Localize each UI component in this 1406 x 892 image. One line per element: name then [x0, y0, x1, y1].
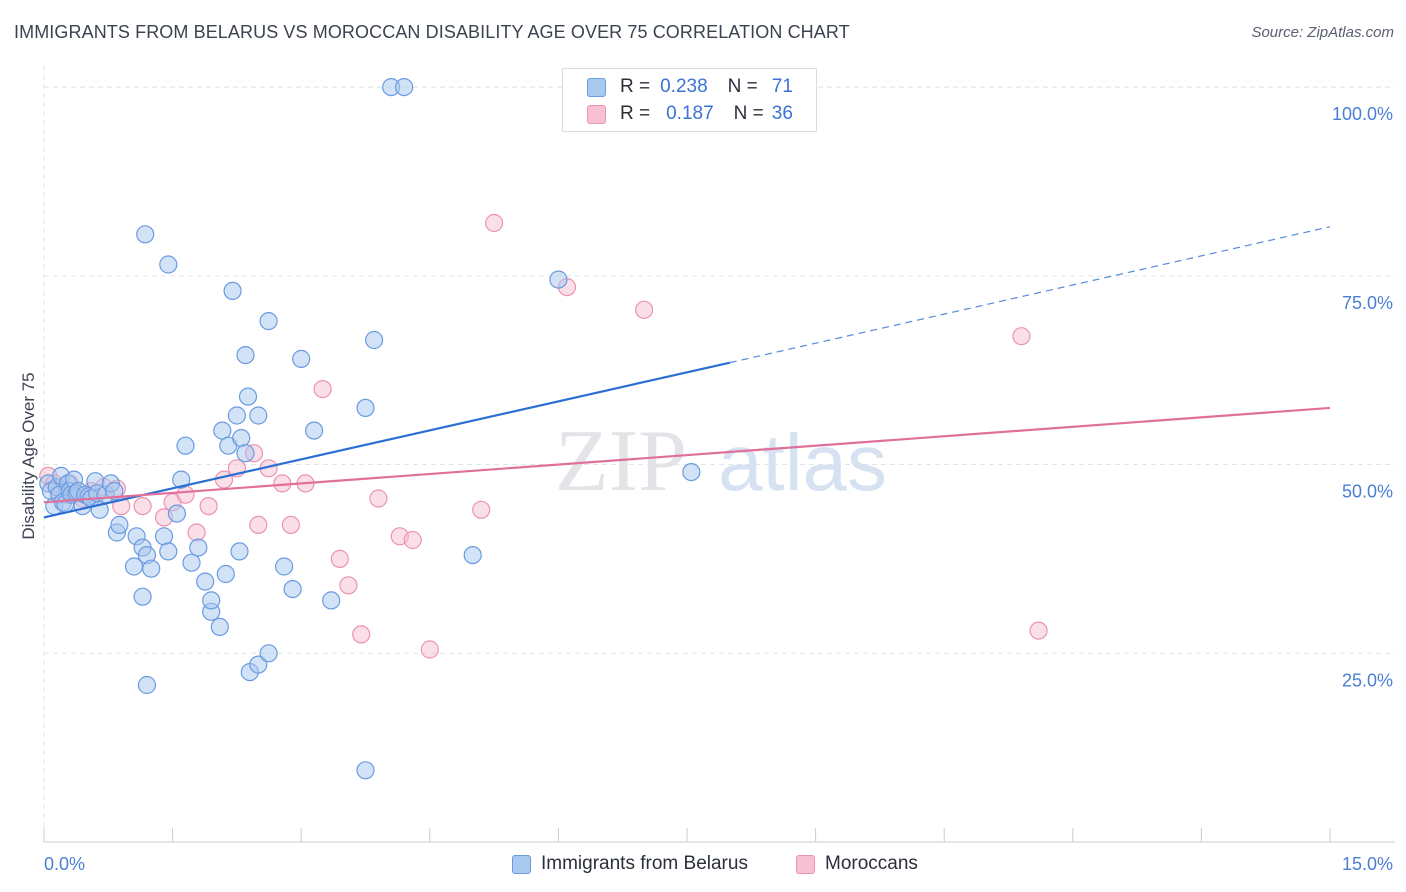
- bottom-legend-belarus: Immigrants from Belarus: [512, 852, 748, 876]
- data-point: [275, 557, 294, 576]
- moroccans-n-label: N =: [733, 103, 764, 124]
- data-point: [472, 500, 491, 519]
- data-point: [105, 481, 124, 501]
- x-tick-label-max: 15.0%: [1342, 854, 1393, 874]
- bottom-belarus-swatch: [512, 854, 531, 874]
- belarus-n-value: 71: [771, 76, 793, 97]
- bottom-belarus-label: Immigrants from Belarus: [541, 853, 748, 874]
- belarus-n-label: N =: [727, 76, 758, 97]
- data-point: [356, 761, 375, 780]
- y-tick-label: 50.0%: [1342, 482, 1393, 502]
- data-point: [189, 538, 208, 557]
- data-point: [176, 485, 195, 504]
- data-point: [213, 421, 232, 440]
- y-tick-label: 75.0%: [1342, 293, 1393, 313]
- moroccans-points: [39, 213, 1048, 659]
- data-point: [159, 255, 178, 274]
- data-point: [249, 655, 268, 674]
- data-point: [230, 542, 249, 561]
- bottom-moroccans-label: Moroccans: [825, 853, 918, 874]
- data-point: [199, 497, 218, 516]
- data-point: [137, 675, 156, 695]
- moroccans-n-value: 36: [771, 103, 793, 124]
- watermark-zip: ZIP: [555, 413, 687, 510]
- data-point: [176, 436, 195, 455]
- bottom-legend-moroccans: Moroccans: [796, 852, 918, 876]
- data-point: [238, 387, 258, 406]
- belarus-trend-line: [43, 361, 731, 519]
- data-point: [216, 564, 235, 584]
- data-point: [1029, 621, 1048, 640]
- data-point: [395, 77, 414, 97]
- data-point: [110, 515, 129, 535]
- belarus-trend-extension: [729, 226, 1331, 364]
- data-point: [420, 640, 439, 659]
- data-point: [196, 572, 215, 591]
- data-point: [281, 515, 300, 535]
- data-point: [259, 312, 278, 331]
- y-axis-title: Disability Age Over 75: [19, 372, 38, 539]
- data-point: [133, 497, 152, 516]
- data-point: [167, 504, 186, 523]
- data-point: [634, 300, 654, 319]
- bottom-moroccans-swatch: [796, 854, 815, 874]
- legend-row-belarus: R = 0.238 N = 71: [587, 75, 793, 99]
- y-tick-label: 100.0%: [1332, 104, 1393, 124]
- stats-legend: R = 0.238 N = 71 R = 0.187 N = 36: [562, 68, 817, 132]
- data-point: [322, 591, 341, 610]
- data-point: [292, 349, 311, 368]
- data-point: [232, 429, 251, 448]
- data-point: [403, 530, 422, 550]
- data-point: [682, 463, 701, 482]
- data-point: [1012, 327, 1031, 346]
- watermark-atlas: atlas: [718, 418, 887, 507]
- belarus-r-value: 0.238: [660, 76, 708, 97]
- data-point: [549, 270, 568, 289]
- trend-lines: [43, 226, 1331, 519]
- data-point: [210, 617, 229, 637]
- data-point: [236, 444, 255, 463]
- belarus-r-label: R =: [620, 76, 651, 97]
- moroccans-trend-line: [43, 406, 1331, 504]
- data-point: [330, 549, 349, 569]
- data-point: [339, 576, 358, 595]
- data-point: [249, 515, 268, 535]
- legend-row-moroccans: R = 0.187 N = 36: [587, 102, 793, 126]
- data-point: [133, 587, 152, 606]
- data-point: [136, 225, 155, 244]
- data-point: [313, 380, 332, 399]
- data-point: [485, 213, 504, 233]
- data-point: [356, 398, 375, 417]
- x-axis-ticks: [43, 828, 1331, 842]
- data-point: [202, 591, 221, 610]
- data-point: [142, 559, 161, 578]
- data-point: [259, 644, 278, 663]
- y-tick-labels: 25.0% 50.0% 75.0% 100.0%: [1332, 104, 1393, 690]
- data-point: [172, 470, 191, 489]
- y-tick-label: 25.0%: [1342, 670, 1393, 690]
- source-credit: Source: ZipAtlas.com: [1251, 24, 1394, 41]
- moroccans-swatch: [587, 104, 606, 124]
- data-point: [305, 421, 324, 440]
- data-point: [283, 579, 302, 599]
- data-point: [365, 330, 384, 350]
- data-point: [369, 489, 388, 508]
- moroccans-r-value: 0.187: [666, 103, 714, 124]
- data-point: [187, 523, 206, 542]
- data-point: [159, 542, 178, 561]
- data-point: [236, 346, 255, 365]
- data-point: [352, 625, 371, 644]
- belarus-swatch: [587, 77, 606, 97]
- chart-title: IMMIGRANTS FROM BELARUS VS MOROCCAN DISA…: [14, 22, 850, 42]
- x-tick-label-min: 0.0%: [44, 854, 85, 874]
- data-point: [249, 406, 268, 425]
- data-point: [223, 281, 242, 300]
- moroccans-r-label: R =: [620, 103, 651, 124]
- data-point: [182, 553, 201, 572]
- data-point: [463, 545, 482, 565]
- data-point: [154, 527, 174, 546]
- data-point: [227, 406, 246, 425]
